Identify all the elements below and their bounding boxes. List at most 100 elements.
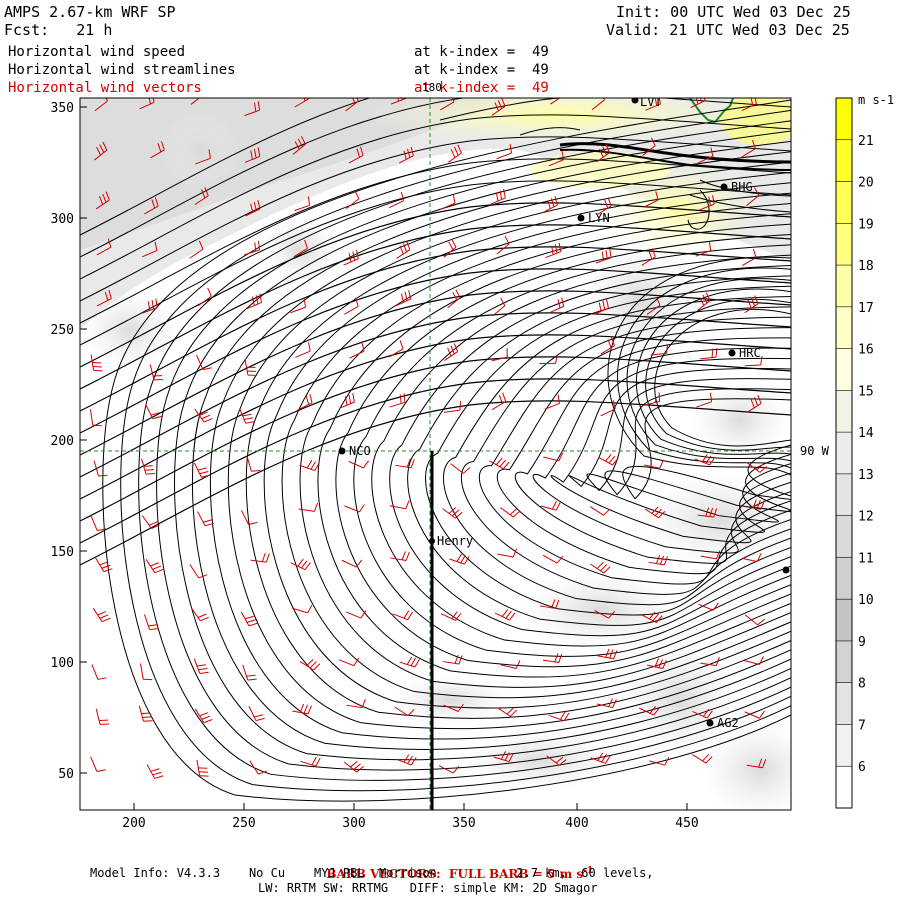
wind-barb <box>194 408 213 423</box>
streamline <box>80 356 791 522</box>
wind-barb <box>389 393 406 408</box>
colorbar-frame <box>835 97 853 809</box>
wind-barb <box>448 144 462 163</box>
streamline <box>607 256 791 476</box>
wind-barb <box>548 150 565 167</box>
wind-barb <box>194 187 209 206</box>
wind-barb <box>290 558 311 571</box>
wind-barb <box>244 147 261 163</box>
wind-barb <box>444 343 459 362</box>
streamline <box>80 158 791 324</box>
x-tick-label: 400 <box>565 816 588 831</box>
wind-barb <box>595 248 612 264</box>
wind-barb <box>744 710 765 719</box>
wind-barb <box>642 611 663 624</box>
wind-barb <box>642 137 656 156</box>
wind-barb <box>743 656 764 665</box>
wind-barb <box>641 248 656 266</box>
wind-barb <box>447 289 461 309</box>
wind-barb <box>747 394 762 413</box>
wind-barb <box>299 459 320 472</box>
wind-barb <box>742 248 757 266</box>
wind-barb <box>94 98 109 112</box>
streamline <box>645 298 791 451</box>
physics-info: LW: RRTM SW: RRTMG DIFF: simple KM: 2D S… <box>258 881 598 895</box>
station-nco <box>338 447 346 455</box>
wind-barb <box>240 611 258 627</box>
x-tick-label: 200 <box>122 816 145 831</box>
station-hrc <box>728 349 736 357</box>
wind-barb <box>550 98 561 105</box>
wind-barb <box>500 660 521 669</box>
jet-streamlines <box>439 98 791 230</box>
streamline <box>191 151 791 750</box>
wind-barb <box>744 614 765 626</box>
wind-barb <box>141 241 158 258</box>
wind-barb <box>92 607 111 623</box>
wind-barb <box>245 200 261 217</box>
wind-barb <box>189 240 204 259</box>
x-tick-label: 350 <box>452 816 475 831</box>
wind-barb <box>292 703 312 715</box>
colorbar-label: 15 <box>858 384 874 399</box>
wind-barb <box>144 614 159 631</box>
wind-barb <box>493 751 514 763</box>
colorbar-label: 16 <box>858 343 874 358</box>
station-ag2 <box>706 719 714 727</box>
streamline <box>263 192 791 709</box>
field-vectors: Horizontal wind vectors <box>8 80 202 96</box>
station-henry-label: Henry <box>437 534 473 548</box>
wind-barb <box>540 500 561 511</box>
wind-barb <box>450 463 471 474</box>
colorbar-swatch <box>836 766 852 809</box>
wind-barb <box>443 703 464 712</box>
station-bhg <box>720 183 728 191</box>
meridian-label: 180 <box>422 81 442 94</box>
plot-area: LVT BHG LYN HRC NCO Henry AG2 <box>80 98 791 810</box>
colorbar-label: 17 <box>858 301 874 316</box>
wind-barb <box>242 664 257 681</box>
wind-barb <box>746 187 760 207</box>
wind-barb <box>244 101 261 117</box>
wind-barb <box>545 242 562 259</box>
wind-barb <box>542 554 564 564</box>
station-bhg-label: BHG <box>731 180 753 194</box>
wind-barb <box>341 559 363 568</box>
station-henry <box>429 538 435 544</box>
wind-barb <box>190 607 209 622</box>
wind-barb <box>394 706 415 717</box>
wind-barb <box>440 194 456 210</box>
wind-barb <box>396 241 411 259</box>
wind-barb <box>596 698 617 709</box>
colorbar-swatch <box>836 181 852 224</box>
parallel-label: 90 W <box>800 444 830 458</box>
wind-barb <box>438 765 460 774</box>
model-title: AMPS 2.67-km WRF SP <box>4 3 176 21</box>
wind-barb <box>96 289 112 307</box>
wind-barb <box>246 455 261 472</box>
colorbar: 21 20 19 18 17 16 15 14 13 12 11 10 9 8 7 6 <box>835 97 874 809</box>
wind-barb <box>244 241 261 256</box>
x-tick-label: 300 <box>342 816 365 831</box>
wind-barb <box>395 458 415 469</box>
wind-barb <box>194 708 213 724</box>
model-info: Model Info: V4.3.3 No Cu MYJ PBL Morriso… <box>90 866 654 880</box>
streamline <box>478 316 791 585</box>
barb-note-text: BARB VECTORS: FULL BARB = 5 m s <box>326 867 584 881</box>
wind-barb <box>240 510 258 526</box>
colorbar-label: 9 <box>858 635 866 650</box>
wind-barb <box>546 755 567 766</box>
colorbar-label: 19 <box>858 217 874 232</box>
wind-barb <box>496 144 513 160</box>
wind-barb <box>596 144 611 163</box>
wind-barb <box>193 462 211 478</box>
wind-barb <box>650 344 668 356</box>
wind-barb <box>149 364 164 381</box>
wind-barb <box>694 454 716 466</box>
wind-barb <box>295 342 311 358</box>
colorbar-swatch <box>836 599 852 642</box>
wind-barb <box>292 136 306 155</box>
y-tick-label: 350 <box>51 101 74 116</box>
wind-barb <box>250 552 270 563</box>
